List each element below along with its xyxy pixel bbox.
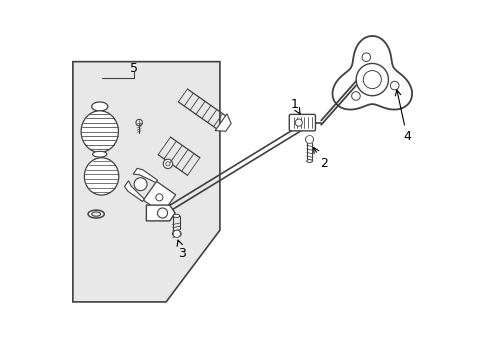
- Circle shape: [363, 71, 381, 89]
- Circle shape: [163, 159, 172, 168]
- Text: 4: 4: [395, 90, 411, 144]
- Circle shape: [156, 194, 163, 201]
- Ellipse shape: [92, 102, 108, 111]
- Circle shape: [173, 230, 180, 237]
- Polygon shape: [133, 168, 157, 183]
- Ellipse shape: [173, 214, 180, 217]
- Ellipse shape: [92, 212, 100, 216]
- Ellipse shape: [306, 136, 314, 143]
- Text: 5: 5: [130, 62, 138, 75]
- Circle shape: [356, 63, 389, 96]
- Text: 3: 3: [177, 240, 186, 260]
- FancyBboxPatch shape: [289, 114, 316, 131]
- Ellipse shape: [136, 120, 143, 126]
- Ellipse shape: [307, 159, 313, 162]
- Ellipse shape: [172, 230, 181, 237]
- Text: 1: 1: [291, 98, 300, 114]
- Circle shape: [362, 53, 370, 62]
- Polygon shape: [73, 62, 220, 302]
- Circle shape: [306, 135, 314, 143]
- Circle shape: [166, 162, 170, 166]
- Circle shape: [295, 119, 302, 126]
- Circle shape: [391, 81, 399, 90]
- Circle shape: [157, 208, 168, 218]
- Ellipse shape: [88, 210, 104, 218]
- Text: 2: 2: [314, 148, 328, 170]
- Circle shape: [352, 92, 360, 100]
- Polygon shape: [333, 36, 412, 109]
- Ellipse shape: [81, 111, 119, 152]
- Polygon shape: [124, 181, 144, 202]
- Ellipse shape: [84, 158, 119, 195]
- Polygon shape: [144, 181, 175, 213]
- Circle shape: [134, 178, 147, 191]
- Polygon shape: [147, 205, 175, 221]
- Ellipse shape: [93, 151, 107, 157]
- Polygon shape: [215, 114, 231, 131]
